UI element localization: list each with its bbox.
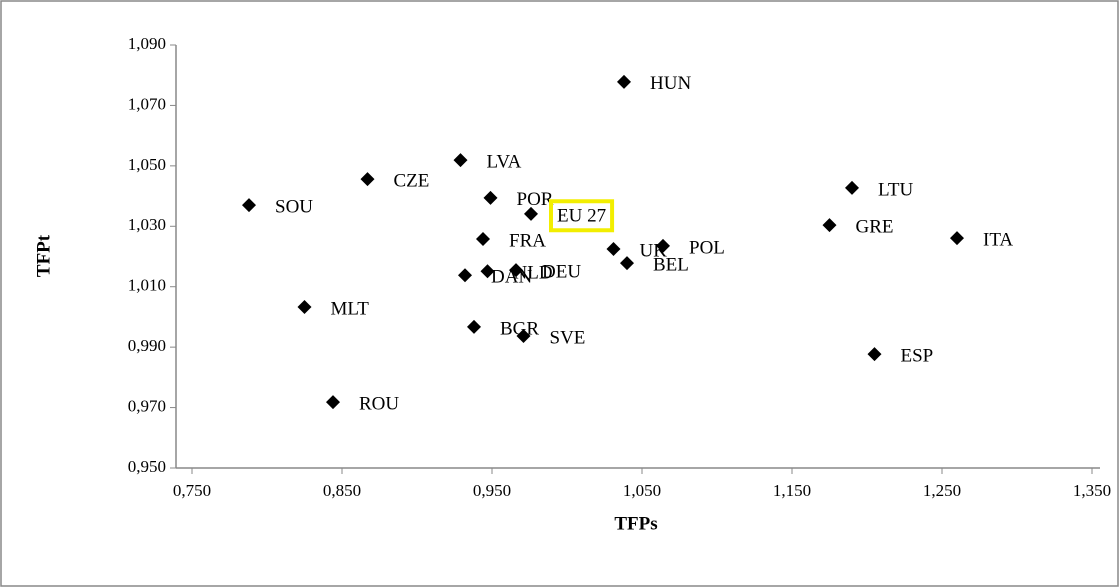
x-tick-label: 0,750 — [173, 481, 211, 500]
point-label: NLD — [514, 263, 553, 284]
point — [467, 319, 481, 334]
y-axis-title: TFPt — [33, 234, 54, 277]
point — [620, 256, 634, 271]
y-tick-label: 0,950 — [128, 457, 166, 476]
point — [524, 206, 538, 221]
x-axis-title: TFPs — [614, 513, 657, 534]
point — [297, 299, 312, 314]
x-tick-label: 0,850 — [323, 481, 361, 500]
point-label: ITA — [983, 229, 1013, 250]
point-label: ESP — [901, 345, 934, 366]
x-tick-label: 1,350 — [1073, 481, 1111, 500]
highlight-box — [549, 199, 615, 233]
point — [242, 198, 256, 213]
point-label: LTU — [878, 179, 913, 200]
point — [516, 328, 531, 343]
point-label: BGR — [500, 318, 539, 339]
point-label: POL — [689, 237, 725, 258]
point-label: HUN — [650, 73, 691, 94]
y-tick-label: 1,030 — [128, 215, 166, 234]
y-tick-label: 1,050 — [128, 155, 166, 174]
point-label: GRE — [856, 216, 894, 237]
x-tick-label: 0,950 — [473, 481, 511, 500]
point — [606, 241, 621, 256]
point — [950, 231, 964, 246]
point-label: BEL — [653, 255, 689, 276]
point — [656, 238, 670, 253]
point — [326, 395, 340, 410]
point — [617, 74, 631, 89]
point — [453, 153, 468, 168]
point-label: ROU — [359, 393, 399, 414]
x-tick-label: 1,050 — [623, 481, 661, 500]
point-label: SVE — [550, 327, 586, 348]
point-label: LVA — [487, 151, 522, 172]
point — [509, 263, 523, 278]
point — [867, 347, 882, 362]
point — [476, 231, 490, 246]
point — [483, 190, 498, 205]
y-tick-label: 1,010 — [128, 276, 166, 295]
point-label: FRA — [509, 230, 546, 251]
point-label: DAN — [491, 267, 532, 288]
point-label: CZE — [394, 171, 430, 192]
point-label: EU 27 — [557, 205, 606, 226]
y-tick-label: 0,990 — [128, 336, 166, 355]
y-tick-label: 1,090 — [128, 34, 166, 53]
point — [822, 218, 837, 233]
point-label: SOU — [275, 196, 313, 217]
x-tick-label: 1,250 — [923, 481, 961, 500]
point — [458, 268, 472, 283]
point-label: POR — [517, 189, 554, 210]
point-label: DEU — [542, 261, 581, 282]
x-tick-label: 1,150 — [773, 481, 811, 500]
point-label: MLT — [331, 298, 370, 319]
y-tick-label: 1,070 — [128, 94, 166, 113]
point — [480, 264, 495, 279]
point — [845, 180, 859, 195]
y-tick-label: 0,970 — [128, 396, 166, 415]
point — [360, 172, 375, 187]
